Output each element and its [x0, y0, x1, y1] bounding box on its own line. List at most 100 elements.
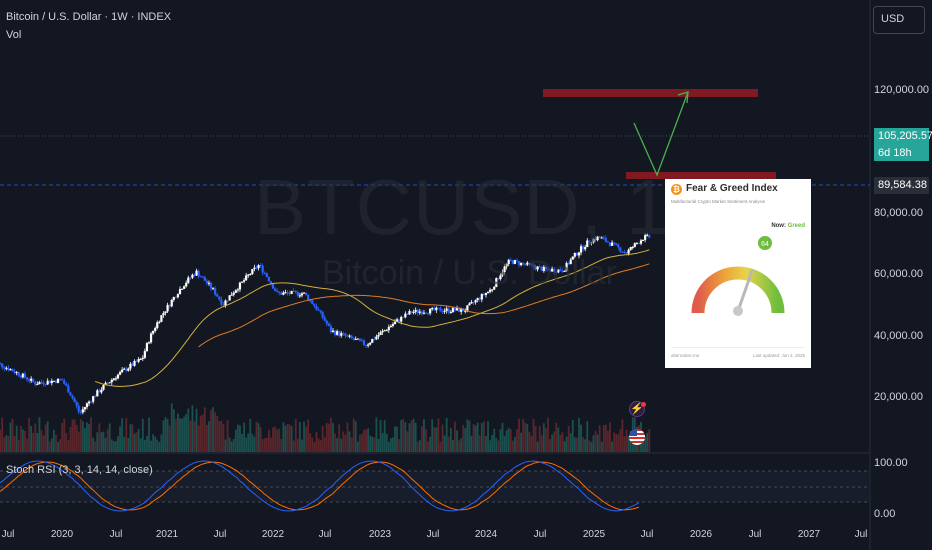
candle-body [342, 333, 345, 335]
volume-bar [584, 439, 587, 452]
volume-bar [621, 419, 624, 452]
fear-greed-subtitle: Multifactorial Crypto Market Sentiment A… [671, 199, 766, 204]
volume-bar [613, 432, 616, 452]
bitcoin-icon: ₿ [671, 184, 682, 195]
candle-body [13, 371, 16, 373]
current-price-tag: 105,205.57 [874, 128, 932, 146]
candle-body [377, 335, 380, 337]
volume-bar [131, 424, 134, 452]
candle-body [480, 293, 483, 300]
volume-bar [369, 435, 372, 452]
candle-body [606, 241, 610, 243]
support-zone [626, 172, 776, 179]
crosshair-price-tag: 89,584.38 [874, 177, 929, 194]
candle-body [604, 238, 607, 242]
candle-body [282, 292, 285, 295]
candle-body [575, 252, 579, 256]
candle-body [257, 265, 260, 269]
volume-bar [17, 439, 20, 452]
candle-body [629, 247, 632, 250]
volume-bar [344, 434, 347, 452]
currency-button[interactable]: USD [873, 6, 925, 34]
candle-body [420, 311, 423, 314]
volume-bar [135, 432, 138, 452]
volume-bar [389, 438, 392, 452]
candle-body [497, 278, 500, 280]
candle-body [348, 335, 351, 337]
volume-bar [3, 437, 6, 452]
candle-body [71, 395, 74, 399]
time-label: Jul [109, 529, 123, 540]
watermark-ticker: BTCUSD, 1W [254, 163, 746, 251]
volume-bar [267, 429, 270, 452]
volume-bar [375, 417, 378, 452]
candle-body [644, 235, 647, 240]
volume-bar [451, 439, 454, 452]
volume-legend[interactable]: Vol [6, 29, 22, 41]
stoch-rsi-legend[interactable]: Stoch RSI (3, 3, 14, 14, close) [6, 464, 153, 476]
candle-body [3, 367, 6, 369]
candle-body [646, 234, 649, 236]
volume-bar [201, 414, 204, 452]
candle-body [534, 266, 537, 270]
price-label: 60,000.00 [874, 268, 923, 280]
volume-bar [280, 438, 283, 452]
candle-body [38, 382, 41, 385]
candle-body [522, 262, 525, 264]
volume-bar [429, 436, 432, 452]
candle-body [383, 330, 386, 332]
volume-bar [115, 441, 117, 452]
volume-bar [522, 418, 525, 452]
candle-body [195, 270, 198, 276]
candle-body [96, 390, 99, 397]
volume-bar [478, 435, 481, 452]
volume-bar [363, 429, 365, 452]
volume-bar [239, 425, 241, 452]
volume-bar [69, 426, 72, 452]
now-value: Greed [787, 223, 805, 229]
candle-body [220, 299, 223, 305]
volume-bar [648, 428, 651, 452]
candle-body [371, 339, 374, 343]
candle-body [356, 338, 359, 340]
us-flag-icon[interactable] [629, 429, 645, 445]
candle-body [197, 270, 200, 277]
volume-bar [183, 416, 186, 452]
candle-body [619, 247, 622, 252]
candle-body [315, 306, 318, 310]
time-label: Jul [1, 529, 15, 540]
gauge-score-badge [758, 236, 772, 250]
candle-body [453, 308, 457, 311]
symbol-title[interactable]: Bitcoin / U.S. Dollar · 1W · INDEX [6, 11, 172, 23]
volume-bar [309, 433, 312, 452]
candle-body [108, 382, 111, 384]
volume-bar [307, 419, 310, 452]
candle-body [319, 310, 322, 312]
time-label: 2021 [155, 529, 179, 540]
candle-body [168, 304, 171, 307]
volume-bar [545, 428, 547, 452]
candle-body [594, 238, 597, 241]
candle-body [5, 367, 8, 369]
candle-body [598, 236, 601, 238]
candle-body [445, 308, 448, 311]
volume-bar [476, 422, 479, 452]
volume-bar [524, 422, 527, 452]
volume-bar [166, 419, 169, 452]
candle-body [410, 311, 413, 313]
candle-body [298, 295, 302, 297]
volume-bar [38, 417, 41, 452]
volume-bar [460, 438, 463, 452]
candle-body [540, 266, 543, 271]
candle-body [135, 360, 138, 362]
volume-bar [177, 413, 179, 452]
candle-body [238, 282, 242, 290]
price-label: 20,000.00 [874, 391, 923, 403]
volume-bar [582, 437, 585, 452]
volume-bar [65, 433, 68, 452]
candle-body [0, 362, 2, 364]
candle-body [635, 243, 638, 245]
volume-bar [590, 441, 593, 452]
candle-body [416, 309, 419, 313]
